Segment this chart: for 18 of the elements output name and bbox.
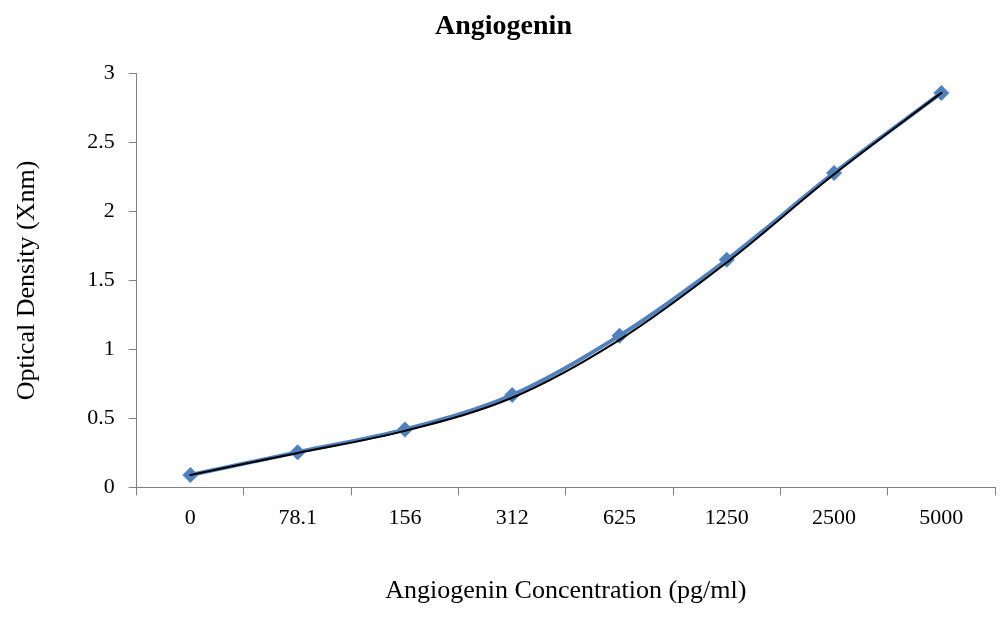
y-tick-label: 2: [103, 197, 115, 223]
chart-title: Angiogenin: [435, 9, 573, 41]
x-tick-label: 2500: [812, 504, 857, 530]
y-tick-label: 1.5: [87, 266, 115, 292]
y-axis-title: Optical Density (Xnm): [11, 160, 41, 401]
x-tick-label: 156: [388, 504, 422, 530]
x-tick-label: 0: [184, 504, 196, 530]
y-tick-label: 2.5: [87, 128, 115, 154]
x-tick-label: 1250: [704, 504, 749, 530]
x-tick-label: 312: [495, 504, 529, 530]
y-tick-label: 0: [103, 473, 115, 499]
x-tick-label: 5000: [919, 504, 964, 530]
y-tick-label: 1: [103, 335, 115, 361]
y-tick-label: 3: [103, 59, 115, 85]
x-tick-label: 78.1: [278, 504, 317, 530]
y-tick-label: 0.5: [87, 404, 115, 430]
x-axis-title: Angiogenin Concentration (pg/ml): [385, 575, 747, 605]
x-tick-label: 625: [602, 504, 636, 530]
